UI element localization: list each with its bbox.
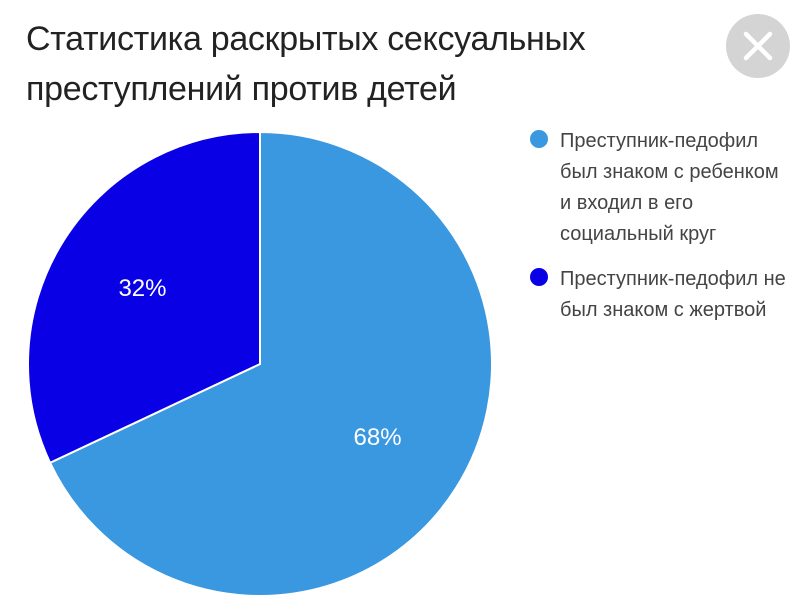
- pie-label-unknown: 32%: [118, 275, 166, 302]
- legend: Преступник-педофил был знаком с ребенком…: [530, 126, 790, 340]
- legend-label-unknown: Преступник-педофил не был знаком с жертв…: [560, 268, 786, 321]
- pie-slice-unknown: [27, 130, 261, 465]
- pie-label-known: 68%: [354, 424, 402, 451]
- legend-item-unknown: Преступник-педофил не был знаком с жертв…: [530, 264, 790, 326]
- legend-label-known: Преступник-педофил был знаком с ребенком…: [560, 130, 779, 245]
- close-icon: [743, 31, 773, 61]
- close-button[interactable]: [726, 14, 790, 78]
- legend-swatch-unknown: [530, 268, 548, 286]
- legend-item-known: Преступник-педофил был знаком с ребенком…: [530, 126, 790, 250]
- chart-title: Статистика раскрытых сексуальных преступ…: [26, 20, 586, 108]
- legend-swatch-known: [530, 130, 548, 148]
- pie-slice-known: [48, 130, 493, 597]
